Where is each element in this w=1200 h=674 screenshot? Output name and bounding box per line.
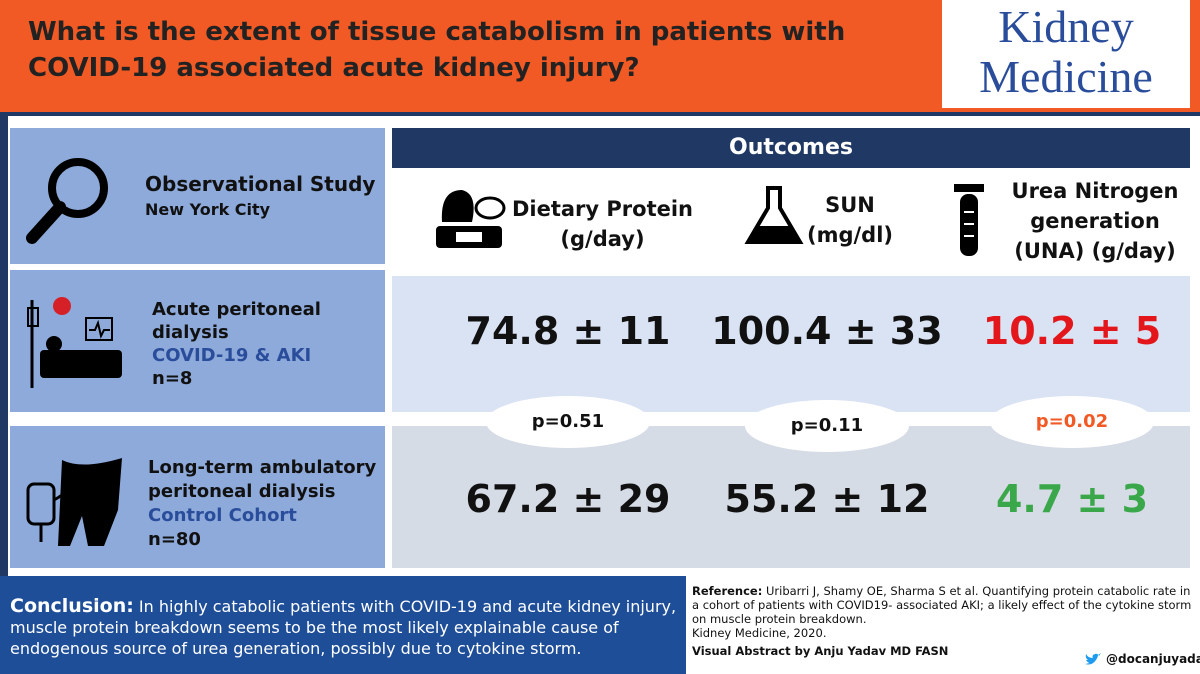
result-value: 67.2 ± 29 (465, 477, 671, 521)
group-line: dialysis (152, 322, 229, 343)
header-line: generation (1030, 209, 1160, 233)
logo-line: Medicine (979, 51, 1153, 102)
p-value: p=0.51 (486, 396, 650, 448)
divider (0, 112, 1200, 116)
tube-icon (954, 184, 984, 256)
credit: Visual Abstract by Anju Yadav MD FASN (692, 644, 949, 658)
header-line: (UNA) (g/day) (1014, 239, 1176, 263)
result-value: 4.7 ± 3 (995, 477, 1149, 521)
outcome-header: Urea Nitrogen generation (UNA) (g/day) (990, 176, 1200, 266)
group-label: Long-term ambulatory peritoneal dialysis… (148, 456, 376, 552)
conclusion-box (0, 576, 686, 674)
group-cohort: COVID-19 & AKI (152, 345, 312, 366)
scale-icon (436, 190, 506, 248)
header-line: Urea Nitrogen (1011, 179, 1179, 203)
p-value: p=0.02 (990, 396, 1154, 448)
result-value: 100.4 ± 33 (711, 309, 943, 353)
group-line: peritoneal dialysis (148, 481, 336, 502)
result-value: 74.8 ± 11 (465, 309, 671, 353)
group-panel (10, 270, 385, 412)
reference-journal: Kidney Medicine, 2020. (692, 626, 827, 640)
reference-label: Reference: (692, 584, 763, 598)
result-value: 55.2 ± 12 (724, 477, 930, 521)
dialysis-icon (26, 458, 122, 546)
conclusion-label: Conclusion: (10, 595, 134, 617)
conclusion: Conclusion: In highly catabolic patients… (10, 596, 680, 659)
group-n: n=80 (148, 529, 201, 550)
results-row (392, 426, 1190, 568)
group-line: Acute peritoneal (152, 299, 321, 320)
group-cohort: Control Cohort (148, 505, 297, 526)
header-line: (g/day) (560, 227, 645, 251)
study-panel (10, 128, 385, 264)
conclusion-text: In highly catabolic patients with COVID-… (10, 597, 677, 658)
outcome-header: SUN (mg/dl) (790, 190, 910, 250)
reference-text: Uribarri J, Shamy OE, Sharma S et al. Qu… (692, 584, 1192, 626)
logo-box (942, 0, 1190, 108)
group-line: Long-term ambulatory (148, 457, 377, 478)
twitter-handle: @docanjuyadav (1106, 652, 1200, 666)
reference: Reference: Uribarri J, Shamy OE, Sharma … (692, 584, 1192, 658)
study-location: New York City (145, 200, 271, 219)
p-value: p=0.11 (745, 400, 909, 452)
logo: Kidney Medicine (942, 2, 1190, 102)
title: What is the extent of tissue catabolism … (28, 17, 846, 83)
flask-icon (744, 186, 804, 244)
bed-icon (27, 297, 122, 388)
header-line: Dietary Protein (511, 197, 694, 221)
header-line: SUN (825, 193, 875, 217)
group-n: n=8 (152, 368, 193, 389)
outcomes-title: Outcomes (392, 128, 1190, 168)
group-label: Acute peritoneal dialysis COVID-19 & AKI… (152, 298, 321, 390)
magnifier-icon (26, 158, 108, 244)
results-row (392, 276, 1190, 412)
result-value: 10.2 ± 5 (982, 309, 1162, 353)
outcome-header: Dietary Protein (g/day) (500, 194, 705, 254)
study-title: Observational Study (145, 172, 376, 196)
header-line: (mg/dl) (806, 223, 893, 247)
side-strip (0, 116, 8, 576)
twitter-icon (1085, 653, 1101, 665)
logo-line: Kidney (998, 1, 1134, 52)
